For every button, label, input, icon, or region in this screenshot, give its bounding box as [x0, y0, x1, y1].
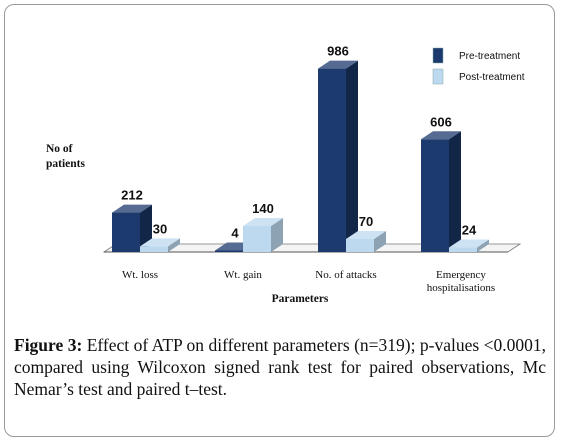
y-axis-label-line1: No of [46, 143, 73, 155]
bar-front [346, 238, 374, 252]
value-labels: 212 30 4 140 986 70 606 24 [121, 44, 477, 241]
bar-side [477, 239, 489, 252]
legend-label-pre: Pre-treatment [459, 51, 520, 62]
x-axis-label: Parameters [272, 293, 329, 305]
bar-front [243, 225, 271, 252]
caption-label: Figure 3: [14, 335, 83, 355]
bar-side [271, 217, 283, 252]
bar-top [140, 238, 180, 247]
bar-pre-4 [421, 131, 461, 252]
bar-side [346, 60, 358, 252]
value-label-post-4: 24 [462, 223, 477, 238]
category-label-4-line1: Emergency [436, 269, 486, 281]
bars [112, 60, 489, 252]
bar-pre-1 [112, 204, 152, 252]
bar-top [318, 60, 358, 69]
bar-pre-3 [318, 60, 358, 252]
bar-top [421, 131, 461, 140]
value-label-post-3: 70 [359, 214, 373, 229]
category-labels: Wt. loss Wt. gain No. of attacks Emergencyh… [122, 269, 495, 294]
bar-front [421, 139, 449, 252]
category-label-3: No. of attacks [315, 269, 376, 281]
legend-swatch-pre [432, 47, 444, 64]
bar-chart: 212 30 4 140 986 70 606 24 Wt. loss Wt. gain No. … [46, 44, 525, 305]
bar-front [215, 250, 243, 252]
bar-front [140, 246, 168, 252]
bar-side [449, 131, 461, 252]
bar-top [449, 239, 489, 248]
bar-top [346, 230, 386, 239]
bar-post-4 [449, 239, 489, 252]
legend-swatch-post [432, 68, 444, 85]
bar-front [112, 212, 140, 252]
value-label-pre-1: 212 [121, 188, 143, 203]
category-label-2: Wt. gain [224, 269, 262, 281]
value-label-pre-2: 4 [231, 226, 239, 241]
bar-post-1 [140, 238, 180, 252]
category-label-4-line2: hospitalisations [427, 282, 495, 294]
bar-top [112, 204, 152, 213]
caption-text: Effect of ATP on different parameters (n… [14, 335, 546, 399]
figure-caption: Figure 3: Effect of ATP on different par… [14, 334, 546, 400]
bar-post-3 [346, 230, 386, 252]
bar-post-2 [243, 217, 283, 252]
bar-front [449, 247, 477, 252]
category-label-1: Wt. loss [122, 269, 158, 281]
bar-side [374, 230, 386, 252]
bar-side [168, 238, 180, 252]
y-axis-label-line2: patients [46, 158, 86, 170]
value-label-pre-4: 606 [430, 114, 452, 129]
bar-front [318, 68, 346, 252]
bar-side [140, 204, 152, 252]
value-label-post-1: 30 [153, 221, 167, 236]
value-label-pre-3: 986 [327, 44, 349, 59]
value-label-post-2: 140 [252, 201, 274, 216]
legend: Pre-treatment Post-treatment [432, 47, 525, 85]
legend-label-post: Post-treatment [459, 72, 525, 83]
bar-top [243, 217, 283, 226]
